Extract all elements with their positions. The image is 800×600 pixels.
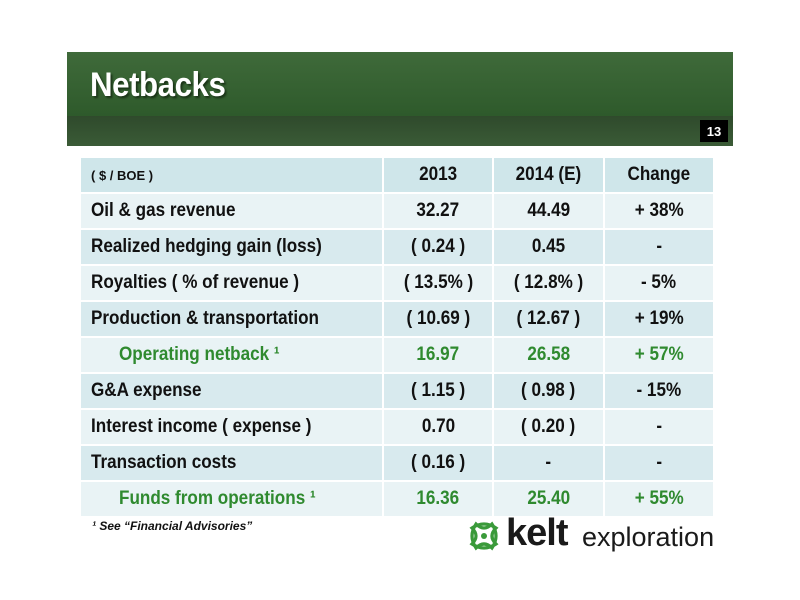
value-change: + 38% bbox=[604, 194, 713, 228]
column-header-change: Change bbox=[604, 158, 713, 192]
footnote: ¹ See “Financial Advisories” bbox=[92, 519, 253, 533]
row-label: Transaction costs bbox=[81, 446, 382, 480]
value-2014: ( 12.8% ) bbox=[494, 266, 603, 300]
value-change: - bbox=[604, 230, 713, 264]
value-2014: - bbox=[494, 446, 603, 480]
row-label: Production & transportation bbox=[81, 302, 382, 336]
value-2013: ( 13.5% ) bbox=[383, 266, 493, 300]
slide-title: Netbacks bbox=[90, 66, 226, 104]
table-row: Interest income ( expense ) 0.70 ( 0.20 … bbox=[81, 410, 713, 444]
value-change: - bbox=[604, 446, 713, 480]
logo-wordmark-exploration: exploration bbox=[582, 522, 715, 552]
value-2013: 32.27 bbox=[383, 194, 493, 228]
title-band bbox=[67, 116, 733, 146]
column-header-2014: 2014 (E) bbox=[494, 158, 603, 192]
table-header-row: ( $ / BOE ) 2013 2014 (E) Change bbox=[81, 158, 713, 192]
value-change: - 5% bbox=[604, 266, 713, 300]
value-2013: ( 1.15 ) bbox=[383, 374, 493, 408]
value-2013: 0.70 bbox=[383, 410, 493, 444]
value-change: + 55% bbox=[604, 482, 713, 516]
table-row: G&A expense ( 1.15 ) ( 0.98 ) - 15% bbox=[81, 374, 713, 408]
netbacks-table: ( $ / BOE ) 2013 2014 (E) Change Oil & g… bbox=[79, 156, 715, 518]
value-2013: ( 0.24 ) bbox=[383, 230, 493, 264]
value-2014: 26.58 bbox=[494, 338, 603, 372]
page-number: 13 bbox=[700, 120, 728, 142]
value-change: - 15% bbox=[604, 374, 713, 408]
celtic-knot-icon bbox=[469, 521, 499, 551]
row-label: Interest income ( expense ) bbox=[81, 410, 382, 444]
table-row-subtotal: Funds from operations ¹ 16.36 25.40 + 55… bbox=[81, 482, 713, 516]
value-change: + 19% bbox=[604, 302, 713, 336]
value-2014: ( 12.67 ) bbox=[494, 302, 603, 336]
table-row: Royalties ( % of revenue ) ( 13.5% ) ( 1… bbox=[81, 266, 713, 300]
table-row: Oil & gas revenue 32.27 44.49 + 38% bbox=[81, 194, 713, 228]
row-label: G&A expense bbox=[81, 374, 382, 408]
value-2014: ( 0.20 ) bbox=[494, 410, 603, 444]
table-row-subtotal: Operating netback ¹ 16.97 26.58 + 57% bbox=[81, 338, 713, 372]
row-label: Funds from operations ¹ bbox=[81, 482, 382, 516]
value-change: - bbox=[604, 410, 713, 444]
value-2014: 44.49 bbox=[494, 194, 603, 228]
value-2014: 0.45 bbox=[494, 230, 603, 264]
value-2013: 16.36 bbox=[383, 482, 493, 516]
value-2014: ( 0.98 ) bbox=[494, 374, 603, 408]
value-2013: ( 10.69 ) bbox=[383, 302, 493, 336]
company-logo: kelt exploration bbox=[466, 512, 716, 560]
value-2013: 16.97 bbox=[383, 338, 493, 372]
row-label: Royalties ( % of revenue ) bbox=[81, 266, 382, 300]
table-row: Realized hedging gain (loss) ( 0.24 ) 0.… bbox=[81, 230, 713, 264]
column-header-2013: 2013 bbox=[383, 158, 493, 192]
table-row: Production & transportation ( 10.69 ) ( … bbox=[81, 302, 713, 336]
value-2013: ( 0.16 ) bbox=[383, 446, 493, 480]
row-label: Operating netback ¹ bbox=[81, 338, 382, 372]
row-label: Realized hedging gain (loss) bbox=[81, 230, 382, 264]
table-row: Transaction costs ( 0.16 ) - - bbox=[81, 446, 713, 480]
value-2014: 25.40 bbox=[494, 482, 603, 516]
logo-wordmark-kelt: kelt bbox=[506, 512, 568, 554]
column-header-unit: ( $ / BOE ) bbox=[81, 158, 382, 192]
row-label: Oil & gas revenue bbox=[81, 194, 382, 228]
value-change: + 57% bbox=[604, 338, 713, 372]
title-banner bbox=[67, 52, 733, 116]
